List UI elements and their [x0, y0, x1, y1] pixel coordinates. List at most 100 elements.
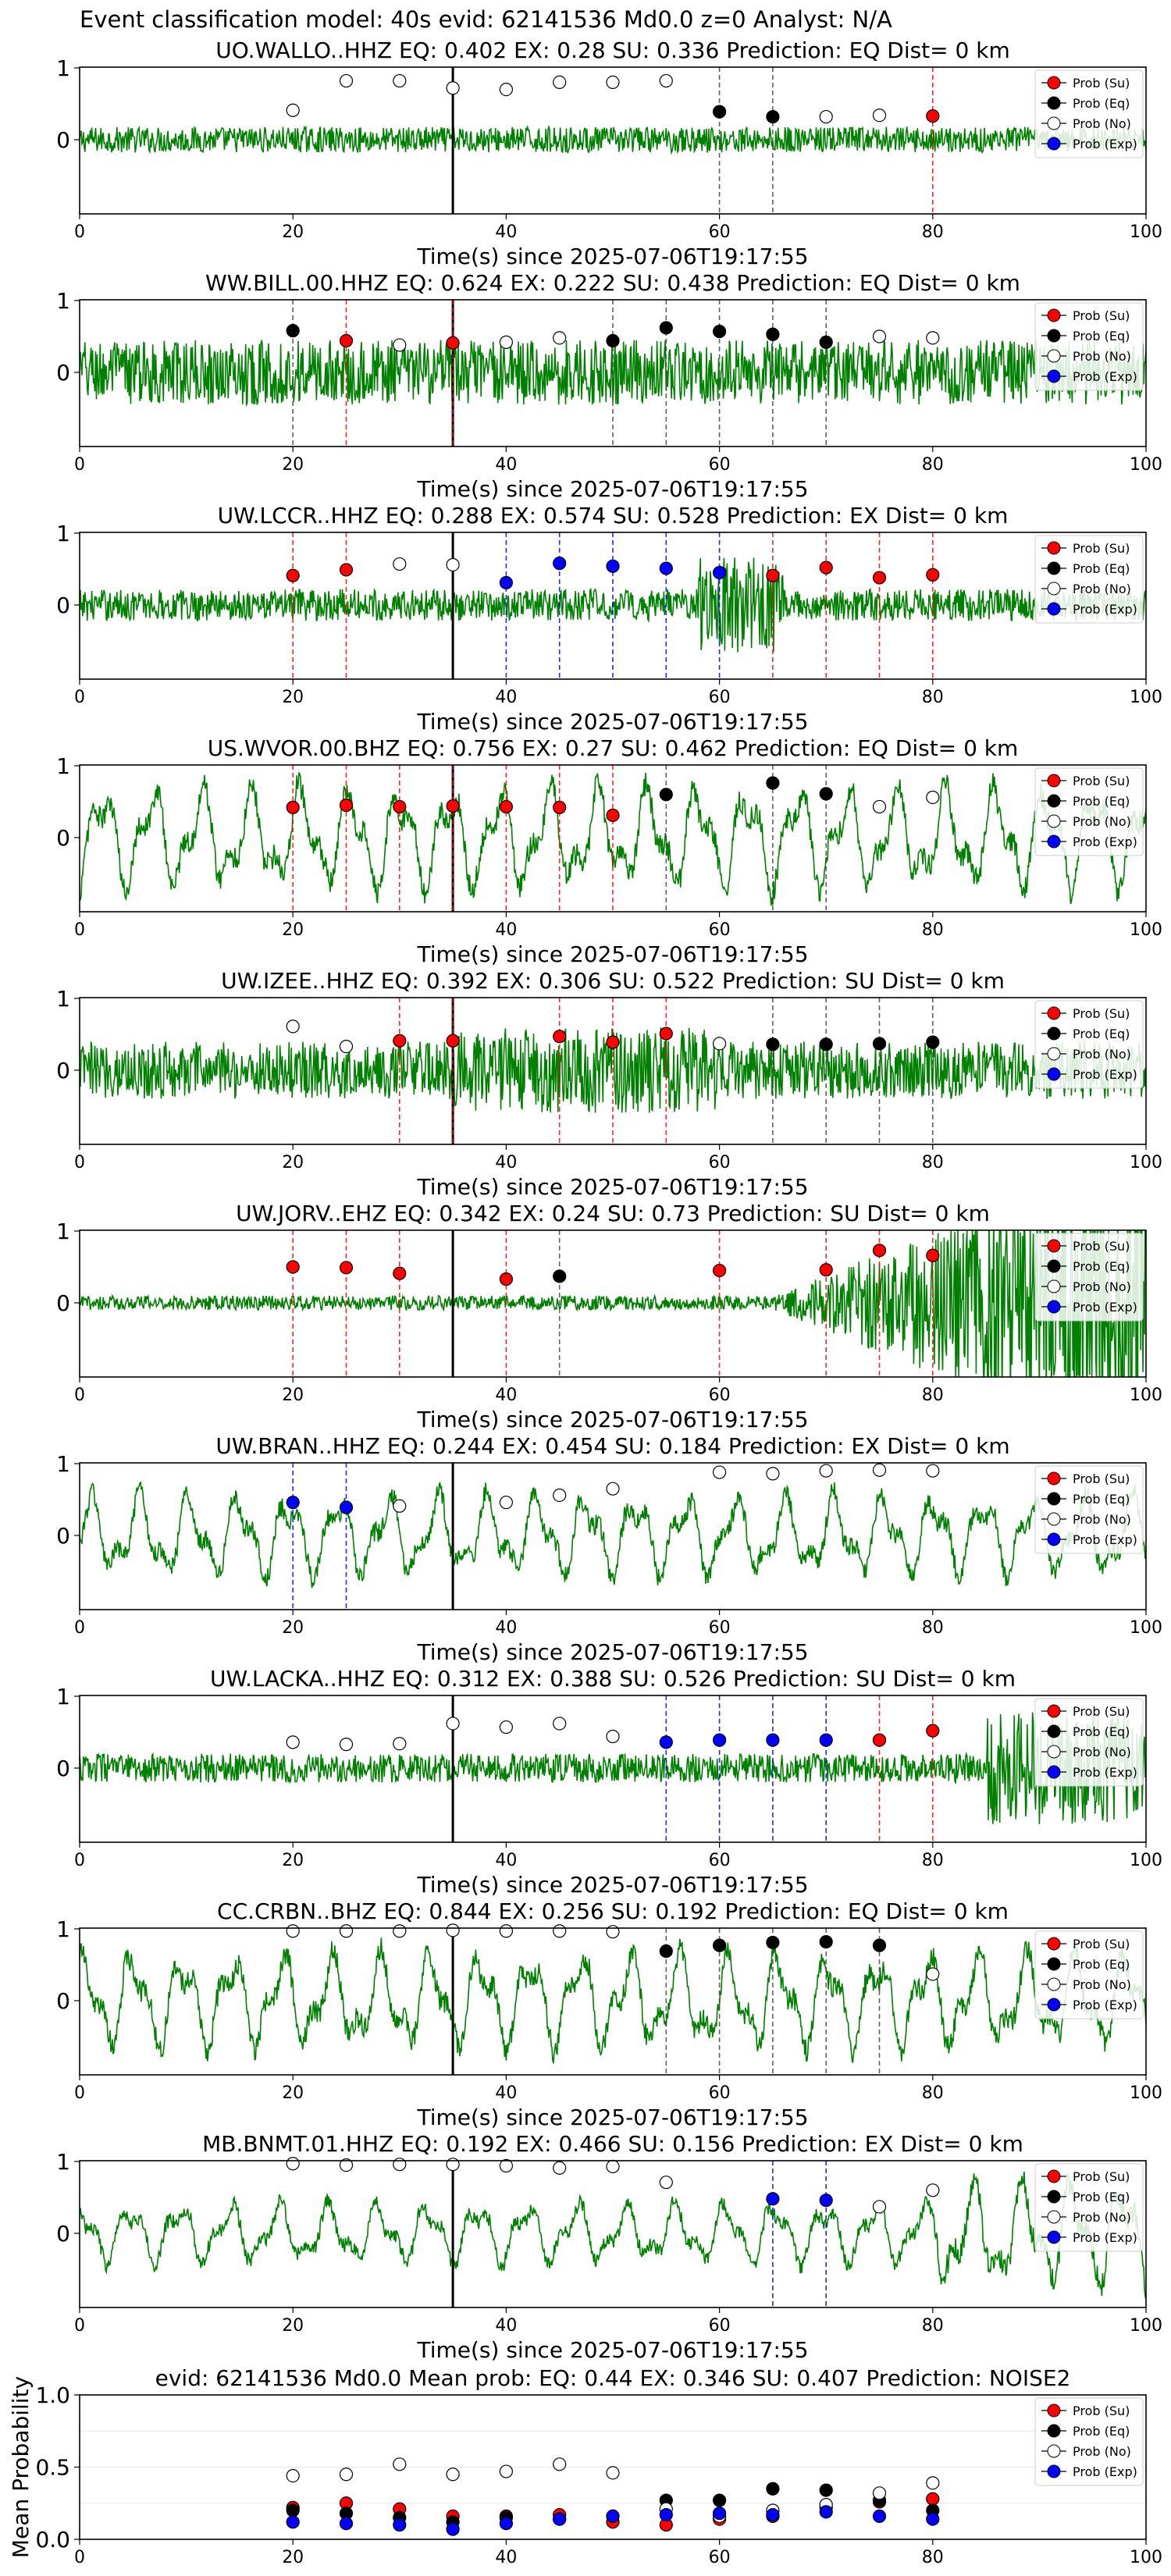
chart-10-xtick-label-0: 0 [74, 2316, 85, 2336]
chart-2-prob-marker-no-30 [393, 338, 407, 352]
chart-5-legend-marker-no [1047, 1047, 1061, 1061]
chart-11-legend-label-eq: Prob (Eq) [1073, 2424, 1130, 2439]
chart-9-xtick-label-60: 60 [709, 2083, 731, 2103]
chart-8-prob-marker-no-35 [446, 1717, 460, 1731]
chart-7-prob-marker-no-50 [606, 1482, 620, 1496]
chart-9-legend-marker-eq [1047, 1957, 1061, 1971]
chart-6-legend-marker-exp [1047, 1300, 1061, 1314]
chart-6-xtick-label-80: 80 [922, 1386, 944, 1405]
chart-11-legend-label-no: Prob (No) [1073, 2444, 1131, 2459]
chart-9-title: CC.CRBN..BHZ EQ: 0.844 EX: 0.256 SU: 0.1… [217, 1898, 1009, 1924]
chart-7-xtick-label-20: 20 [282, 1618, 304, 1638]
chart-3-xtick-label-0: 0 [74, 688, 85, 707]
chart-10: MB.BNMT.01.HHZ EQ: 0.192 EX: 0.466 SU: 0… [56, 2131, 1162, 2363]
chart-7-prob-marker-no-60 [712, 1465, 727, 1479]
chart-8-prob-marker-no-40 [499, 1720, 514, 1735]
chart-9-xtick-label-80: 80 [922, 2083, 944, 2103]
chart-11-legend-label-exp: Prob (Exp) [1073, 2464, 1137, 2479]
chart-8-legend-marker-no [1047, 1745, 1061, 1759]
chart-5-prob-marker-su-55 [659, 1026, 673, 1041]
chart-9-xtick-label-20: 20 [282, 2083, 304, 2103]
chart-3-xtick-label-100: 100 [1130, 688, 1162, 707]
chart-11-point-exp-20 [286, 2515, 300, 2529]
chart-10-legend-marker-exp [1047, 2230, 1061, 2244]
chart-8-xtick-label-100: 100 [1130, 1851, 1162, 1870]
chart-6-legend-marker-su [1047, 1239, 1061, 1253]
chart-11-xtick-label-100: 100 [1130, 2548, 1162, 2567]
chart-5-prob-marker-su-50 [606, 1035, 620, 1049]
chart-1-prob-marker-no-20 [286, 103, 300, 117]
chart-6-prob-marker-su-40 [499, 1272, 514, 1286]
chart-2-xlabel: Time(s) since 2025-07-06T19:17:55 [416, 476, 808, 502]
chart-6-legend-marker-eq [1047, 1259, 1061, 1273]
chart-5-xtick-label-40: 40 [495, 1153, 517, 1172]
chart-9-legend-marker-exp [1047, 1998, 1061, 2012]
chart-2-xtick-label-100: 100 [1130, 455, 1162, 475]
chart-9-waveform-trace [80, 1937, 1146, 2064]
chart-11-point-exp-55 [659, 2507, 673, 2522]
chart-5-prob-marker-no-20 [286, 1019, 300, 1034]
chart-6-prob-marker-eq-45 [553, 1269, 567, 1283]
chart-9-xlabel: Time(s) since 2025-07-06T19:17:55 [416, 2105, 808, 2130]
chart-7-legend-label-exp: Prob (Exp) [1073, 1532, 1137, 1547]
chart-7-prob-marker-no-45 [553, 1488, 567, 1503]
chart-1-waveform-trace [80, 124, 1146, 155]
chart-3-prob-marker-exp-55 [659, 561, 673, 575]
chart-4-xtick-label-100: 100 [1130, 920, 1162, 940]
chart-7-prob-marker-no-40 [499, 1496, 514, 1510]
chart-11-point-no-35 [446, 2467, 460, 2482]
chart-1-prob-marker-no-35 [446, 81, 460, 95]
chart-3-xtick-label-80: 80 [922, 688, 944, 707]
chart-5-xtick-label-20: 20 [282, 1153, 304, 1172]
chart-4-prob-marker-su-30 [393, 799, 407, 814]
chart-1-prob-marker-no-45 [553, 75, 567, 90]
chart-1-prob-marker-eq-65 [766, 109, 780, 124]
chart-3-legend-marker-su [1047, 541, 1061, 555]
chart-10-legend-label-su: Prob (Su) [1073, 2169, 1130, 2184]
chart-9-prob-marker-eq-70 [819, 1934, 833, 1949]
chart-1-xtick-label-100: 100 [1130, 222, 1162, 242]
chart-6-prob-marker-su-30 [393, 1266, 407, 1280]
chart-3-ytick-label-0: 0 [56, 592, 70, 618]
chart-4-prob-marker-su-20 [286, 800, 300, 814]
chart-7-prob-marker-no-30 [393, 1499, 407, 1513]
chart-9-prob-marker-no-50 [606, 1925, 620, 1939]
chart-4: US.WVOR.00.BHZ EQ: 0.756 EX: 0.27 SU: 0.… [56, 735, 1162, 967]
chart-10-axes-frame [79, 2160, 1147, 2308]
chart-9-prob-marker-no-45 [553, 1924, 567, 1938]
chart-2-title: WW.BILL.00.HHZ EQ: 0.624 EX: 0.222 SU: 0… [205, 270, 1020, 296]
chart-11-ytick-label-0: 0.0 [35, 2527, 70, 2553]
chart-8-legend-marker-eq [1047, 1724, 1061, 1738]
chart-11-point-no-20 [286, 2469, 300, 2483]
chart-3-legend-box [1034, 535, 1144, 624]
chart-7-prob-marker-no-70 [819, 1464, 833, 1478]
chart-10-prob-marker-no-50 [606, 2159, 620, 2174]
chart-10-legend-marker-no [1047, 2210, 1061, 2224]
chart-10-prob-marker-exp-65 [766, 2192, 780, 2206]
chart-5-ytick-label-0: 0 [56, 1058, 70, 1083]
chart-4-legend-box [1034, 767, 1144, 856]
chart-1-legend-box [1034, 69, 1144, 158]
chart-8-prob-marker-exp-60 [712, 1733, 727, 1747]
chart-4-xtick-label-80: 80 [922, 920, 944, 940]
chart-10-title: MB.BNMT.01.HHZ EQ: 0.192 EX: 0.466 SU: 0… [202, 2131, 1023, 2157]
chart-1-legend-label-no: Prob (No) [1073, 116, 1131, 131]
chart-10-xtick-label-80: 80 [922, 2316, 944, 2336]
chart-4-prob-marker-su-35 [446, 799, 460, 813]
chart-8-xlabel: Time(s) since 2025-07-06T19:17:55 [416, 1872, 808, 1898]
chart-9-legend-label-su: Prob (Su) [1073, 1937, 1130, 1952]
chart-5-legend-label-exp: Prob (Exp) [1073, 1067, 1137, 1082]
chart-5-xtick-label-100: 100 [1130, 1153, 1162, 1172]
chart-11-legend-box [1034, 2397, 1144, 2486]
chart-2-prob-marker-su-25 [339, 333, 354, 348]
chart-7-ytick-label-0: 0 [56, 1523, 70, 1549]
chart-2-xtick-label-60: 60 [709, 455, 731, 475]
chart-11-point-exp-40 [499, 2517, 514, 2531]
chart-4-axes-frame [79, 764, 1147, 913]
chart-9-prob-marker-eq-60 [712, 1938, 727, 1952]
chart-8-prob-marker-exp-65 [766, 1733, 780, 1747]
chart-5-xtick-label-80: 80 [922, 1153, 944, 1172]
chart-11: evid: 62141536 Md0.0 Mean prob: EQ: 0.44… [8, 2365, 1162, 2567]
chart-10-ytick-label-0: 0 [56, 2221, 70, 2247]
chart-2-legend-marker-eq [1047, 329, 1061, 343]
